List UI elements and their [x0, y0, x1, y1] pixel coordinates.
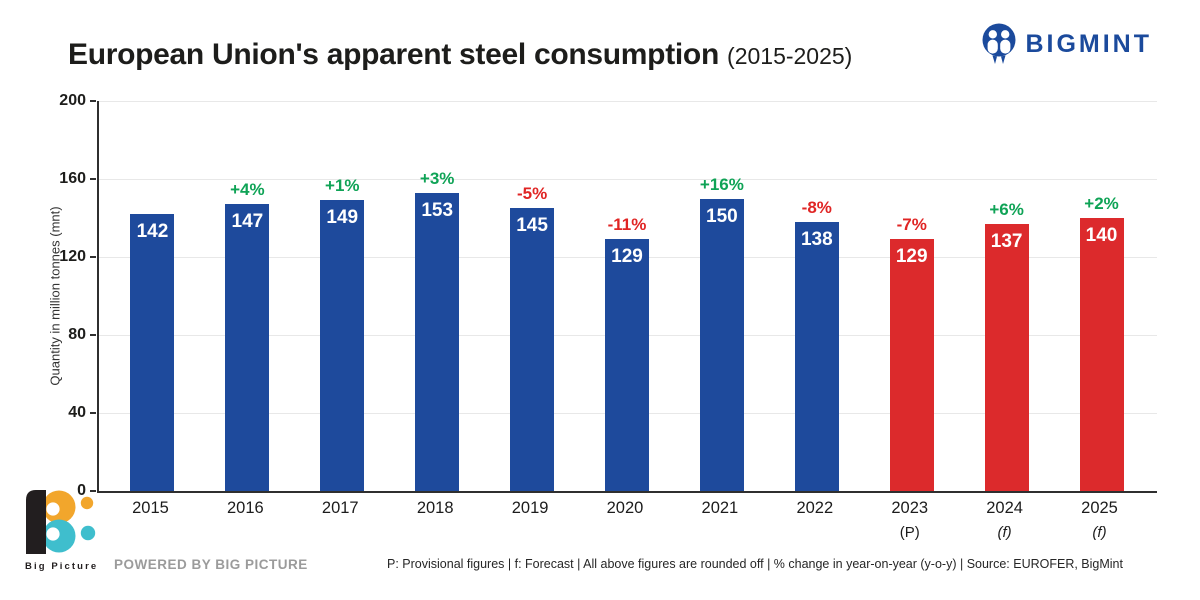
bigmint-logo-icon — [982, 23, 1016, 64]
bar-value-label: 140 — [1085, 225, 1118, 246]
bar-2015[interactable]: 142 — [130, 214, 175, 491]
pct-change-label: +1% — [325, 176, 360, 196]
bar-group-2024: +6% 137 — [959, 199, 1054, 491]
x-tick-label: 2022 — [796, 499, 834, 517]
bar-group-2016: +4% 147 — [200, 181, 295, 491]
bar-2022[interactable]: 138 — [794, 221, 839, 491]
bar-value-label: 129 — [611, 246, 643, 268]
x-label-group-2024: 2024 (f) — [957, 499, 1052, 541]
bar-value-label: 129 — [895, 246, 928, 268]
x-label-group-2025: 2025 (f) — [1052, 499, 1147, 541]
x-tick-sublabel: (f) — [997, 524, 1012, 541]
y-tick-mark — [90, 490, 96, 492]
page-title: European Union's apparent steel consumpt… — [68, 38, 852, 72]
x-tick-label: 2017 — [321, 499, 359, 517]
bar-group-2015: 142 — [105, 209, 200, 491]
bar-2023[interactable]: 129 — [889, 239, 934, 491]
bar-value-label: 137 — [990, 230, 1023, 252]
gridline — [99, 179, 1157, 180]
bar-value-label: 142 — [136, 221, 169, 243]
bar-group-2022: -8% 138 — [769, 197, 864, 491]
x-tick-label: 2024 — [986, 499, 1023, 517]
x-tick-label: 2025 — [1081, 499, 1118, 517]
x-label-group-2018: 2018 — [388, 499, 483, 541]
bigmint-logo: BIGMINT — [981, 23, 1152, 65]
x-tick-sublabel: (f) — [1092, 524, 1107, 541]
pct-change-label: +6% — [989, 199, 1024, 219]
y-tick-label: 160 — [59, 170, 86, 187]
bar-2020[interactable]: 129 — [604, 239, 649, 491]
pct-change-label: +4% — [230, 180, 265, 200]
pct-change-label: +16% — [699, 174, 744, 194]
powered-by-text: POWERED BY BIG PICTURE — [114, 557, 308, 572]
gridline — [99, 101, 1157, 102]
pct-change-label: -11% — [607, 215, 647, 235]
y-tick-mark — [90, 256, 96, 258]
y-tick-label: 0 — [77, 482, 86, 499]
y-tick-label: 80 — [68, 326, 86, 343]
bar-group-2017: +1% 149 — [295, 177, 390, 491]
bar-value-label: 153 — [421, 199, 454, 221]
bar-group-2025: +2% 140 — [1054, 195, 1149, 491]
bar-value-label: 145 — [516, 215, 548, 237]
pct-change-label: -7% — [896, 215, 927, 235]
bar-2016[interactable]: 147 — [225, 204, 270, 491]
x-tick-label: 2020 — [606, 499, 644, 517]
x-label-group-2019: 2019 — [483, 499, 578, 541]
x-label-group-2022: 2022 — [767, 499, 862, 541]
x-tick-label: 2018 — [416, 499, 454, 517]
page-title-period: (2015-2025) — [727, 43, 853, 69]
bar-value-label: 150 — [706, 205, 738, 227]
bar-group-2019: -5% 145 — [485, 185, 580, 491]
bar-2017[interactable]: 149 — [320, 200, 365, 491]
big-picture-logo-caption: Big Picture — [25, 561, 99, 572]
bigmint-logo-text: BIGMINT — [1025, 29, 1152, 58]
bar-value-label: 147 — [231, 211, 264, 233]
bar-group-2018: +3% 153 — [390, 168, 485, 491]
x-tick-label: 2016 — [227, 499, 264, 517]
y-tick-mark — [90, 100, 96, 102]
x-label-group-2017: 2017 — [293, 499, 388, 541]
x-tick-label: 2021 — [701, 499, 739, 517]
bar-value-label: 149 — [326, 207, 359, 229]
x-tick-label: 2019 — [511, 499, 549, 517]
pct-change-label: +2% — [1084, 194, 1119, 213]
big-picture-logo — [24, 488, 102, 561]
y-tick-label: 200 — [59, 92, 86, 109]
bar-group-2023: -7% 129 — [864, 216, 959, 491]
y-tick-mark — [90, 334, 96, 336]
bar-group-2021: +16% 150 — [674, 174, 769, 491]
x-axis-labels: 2015 2016 2017 2018 2019 2020 2021 2022 2023 (P) 2… — [103, 499, 1147, 541]
page-title-main: European Union's apparent steel consumpt… — [68, 38, 719, 71]
y-axis-title: Quantity in million tonnes (mnt) — [47, 206, 63, 386]
bar-group-2020: -11% 129 — [580, 216, 675, 491]
x-tick-label: 2015 — [132, 499, 169, 517]
bar-2024[interactable]: 137 — [984, 223, 1029, 491]
bar-2018[interactable]: 153 — [415, 192, 460, 491]
pct-change-label: +3% — [419, 168, 455, 188]
y-tick-label: 120 — [59, 248, 86, 265]
footnote: P: Provisional figures | f: Forecast | A… — [387, 557, 1123, 571]
bar-value-label: 138 — [800, 228, 833, 250]
big-picture-logo-icon — [26, 490, 96, 554]
x-label-group-2015: 2015 — [103, 499, 198, 541]
pct-change-label: -8% — [801, 197, 832, 217]
x-tick-label: 2023 — [891, 499, 929, 517]
y-tick-mark — [90, 412, 96, 414]
y-tick-label: 40 — [68, 404, 86, 421]
x-label-group-2016: 2016 — [198, 499, 293, 541]
bar-2019[interactable]: 145 — [510, 208, 555, 491]
bar-2025[interactable]: 140 — [1079, 218, 1124, 491]
x-label-group-2020: 2020 — [578, 499, 673, 541]
y-tick-mark — [90, 178, 96, 180]
x-label-group-2023: 2023 (P) — [862, 499, 957, 541]
pct-change-label: -5% — [516, 184, 548, 204]
plot-area: 142 +4% 147 +1% 149 +3% 153 -5% 145 -11% 129 +16% 15… — [97, 101, 1157, 493]
x-label-group-2021: 2021 — [672, 499, 767, 541]
x-tick-sublabel: (P) — [899, 524, 920, 541]
bars: 142 +4% 147 +1% 149 +3% 153 -5% 145 -11% 129 +16% 15… — [105, 101, 1149, 491]
bar-2021[interactable]: 150 — [699, 198, 744, 491]
